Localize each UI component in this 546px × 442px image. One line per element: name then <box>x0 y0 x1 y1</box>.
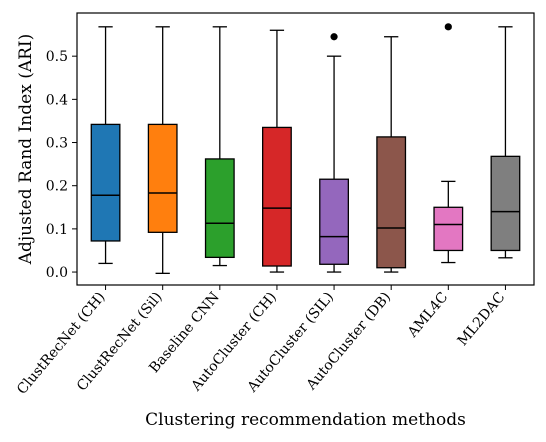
box-6 <box>376 36 407 273</box>
iqr-box <box>433 206 464 252</box>
box-8 <box>490 26 521 259</box>
box-5 <box>319 33 349 273</box>
y-tick-label: 0.2 <box>46 179 68 195</box>
y-axis: 0.0 0.1 0.2 0.3 0.4 0.5 <box>46 49 77 281</box>
box-4 <box>262 29 292 273</box>
iqr-box <box>147 123 178 233</box>
plot-marks <box>90 23 521 274</box>
y-axis-title: Adjusted Rand Index (ARI) <box>16 34 36 266</box>
y-tick-label: 0.0 <box>46 265 68 281</box>
iqr-box <box>319 178 349 265</box>
box-7 <box>433 23 464 264</box>
iqr-box <box>204 158 235 259</box>
iqr-box <box>490 155 521 252</box>
box-2 <box>147 26 178 274</box>
x-tick-label: ML2DAC <box>455 289 509 349</box>
box-3 <box>204 26 235 267</box>
y-tick-label: 0.1 <box>46 222 68 238</box>
iqr-box <box>262 126 292 267</box>
y-tick-label: 0.4 <box>46 92 68 108</box>
iqr-box <box>376 136 407 269</box>
iqr-box <box>90 123 121 242</box>
x-axis-title: Clustering recommendation methods <box>145 410 466 430</box>
outlier-point <box>330 33 338 41</box>
box-1 <box>90 26 121 265</box>
plot-frame <box>76 12 535 286</box>
y-tick-label: 0.3 <box>46 136 68 152</box>
y-tick-label: 0.5 <box>46 49 68 65</box>
x-axis: ClustRecNet (CH)ClustRecNet (Sil)Baselin… <box>14 285 509 398</box>
outlier-point <box>444 23 452 31</box>
x-tick-label: AML4C <box>404 289 451 341</box>
